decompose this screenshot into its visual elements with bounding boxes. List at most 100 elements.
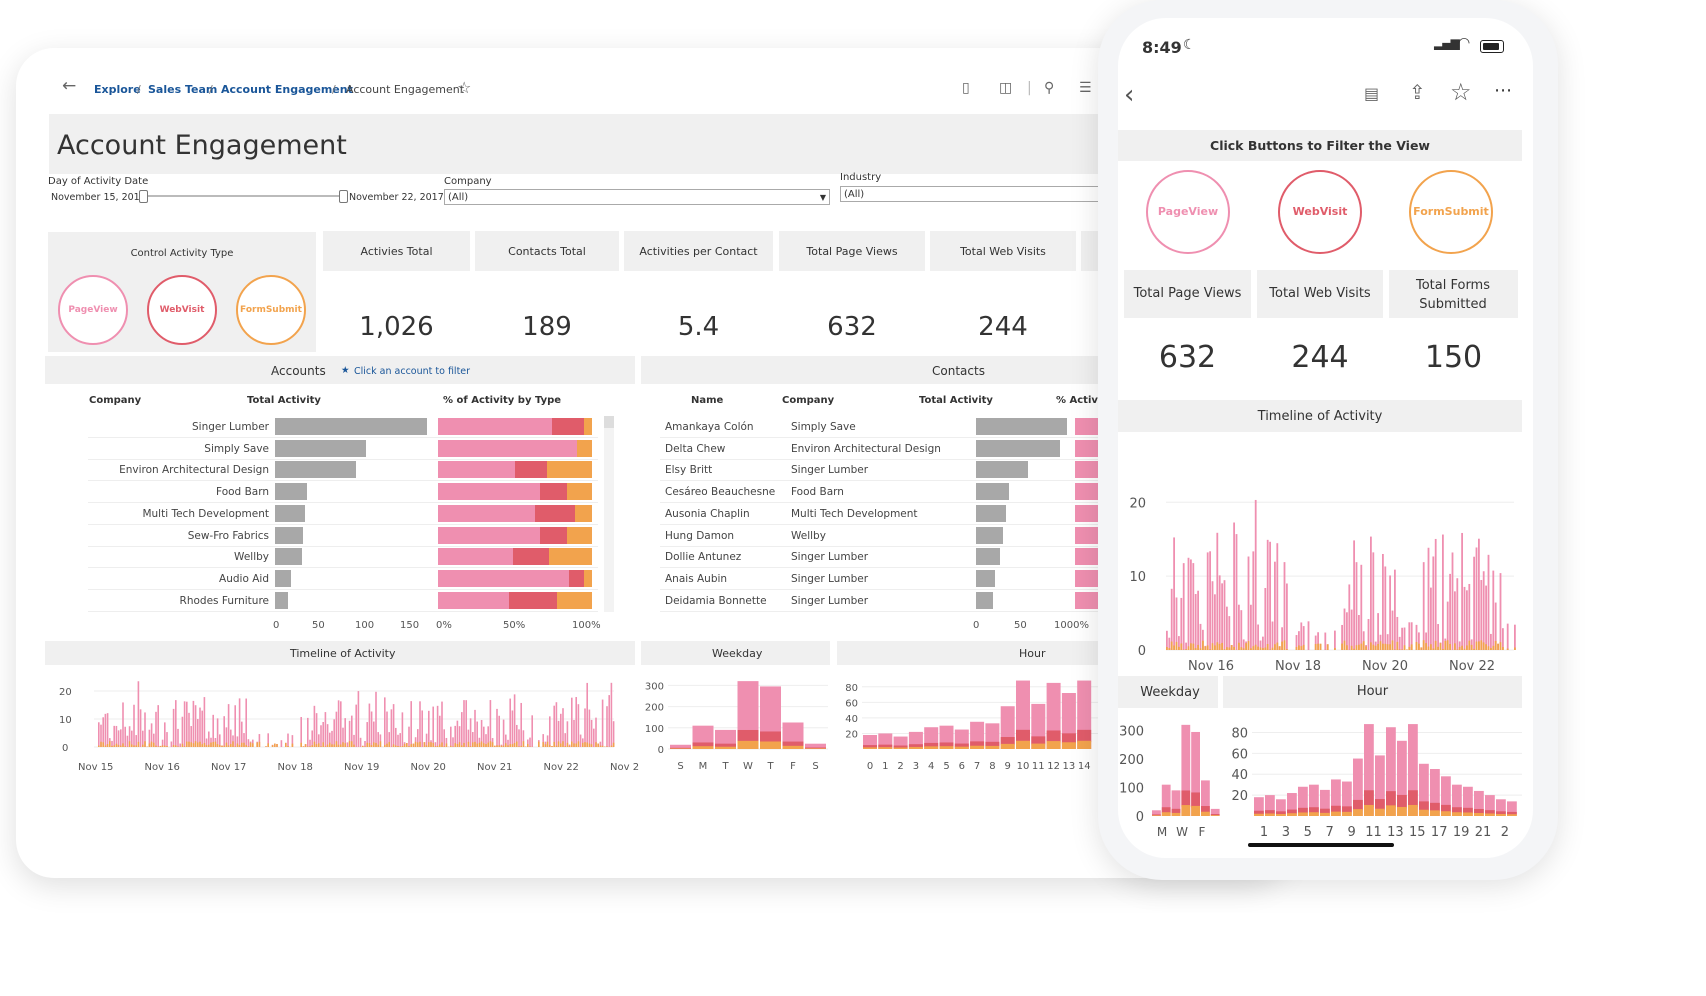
- chart-view-icon[interactable]: ▤: [1364, 84, 1380, 103]
- timeline-bar: [386, 743, 388, 747]
- timeline-bar: [274, 743, 276, 747]
- timeline-bar: [199, 741, 201, 747]
- formsubmit-filter-button[interactable]: FormSubmit: [1409, 170, 1493, 254]
- back-arrow-icon[interactable]: ←: [62, 76, 77, 96]
- x-tick-label: 21: [1475, 825, 1492, 840]
- back-chevron-icon[interactable]: ‹: [1124, 80, 1135, 110]
- timeline-bar: [531, 715, 533, 747]
- breadcrumb-explore[interactable]: Explore: [94, 83, 141, 96]
- accounts-scrollbar[interactable]: [604, 416, 614, 612]
- timeline-bar: [584, 742, 586, 747]
- breadcrumb-account-engagement[interactable]: Account Engagement: [221, 83, 353, 96]
- table-row[interactable]: [660, 525, 1194, 547]
- timeline-bar: [1355, 645, 1358, 650]
- timeline-bar: [1197, 644, 1199, 650]
- table-row[interactable]: [88, 503, 598, 525]
- timeline-bar: [313, 741, 316, 747]
- timeline-bar: [502, 719, 505, 747]
- table-row[interactable]: [660, 503, 1194, 525]
- table-row[interactable]: [88, 546, 598, 569]
- webvisit-segment: [535, 504, 576, 522]
- industry-select-value: (All): [844, 189, 865, 200]
- bar: [1353, 799, 1363, 811]
- timeline-bar: [320, 746, 322, 747]
- timeline-bar: [507, 739, 509, 747]
- kpi-label: Total Page Views: [806, 245, 898, 258]
- kpi-label: Activies Total: [360, 245, 433, 258]
- kpi-value: 632: [827, 312, 877, 342]
- x-tick-label: S: [677, 761, 683, 772]
- table-row[interactable]: [660, 481, 1194, 504]
- timeline-bar: [586, 742, 588, 747]
- timeline-bar: [166, 746, 168, 747]
- timeline-bar: [1377, 613, 1379, 650]
- timeline-bar: [210, 737, 212, 747]
- search-icon[interactable]: ⚲: [1044, 80, 1055, 96]
- click-account-hint[interactable]: Click an account to filter: [354, 366, 471, 377]
- timeline-bar: [188, 741, 190, 747]
- x-tick-label: 11: [1032, 761, 1045, 772]
- star-icon[interactable]: ☆: [457, 78, 472, 97]
- table-row[interactable]: [88, 590, 598, 612]
- timeline-bar: [469, 746, 472, 747]
- company-select[interactable]: (All) ▼: [444, 189, 830, 205]
- webvisit-filter-button[interactable]: WebVisit: [147, 275, 217, 345]
- pageview-filter-button[interactable]: PageView: [58, 275, 128, 345]
- table-row[interactable]: [660, 438, 1194, 460]
- timeline-bar: [1252, 551, 1255, 650]
- breadcrumb-sales-team[interactable]: Sales Team: [148, 83, 218, 96]
- webvisit-filter-button[interactable]: WebVisit: [1278, 170, 1362, 254]
- contact-name: Amankaya Colón: [665, 421, 754, 433]
- timeline-bar: [1334, 630, 1336, 650]
- table-row[interactable]: [88, 438, 598, 460]
- formsubmit-filter-button[interactable]: FormSubmit: [236, 275, 306, 345]
- date-slider-track[interactable]: [144, 195, 344, 197]
- table-row[interactable]: [660, 416, 1194, 438]
- date-slider-end-handle[interactable]: [339, 190, 348, 203]
- pageview-filter-button[interactable]: PageView: [1146, 170, 1230, 254]
- timeline-bar: [1175, 641, 1178, 650]
- timeline-bar: [1420, 647, 1423, 650]
- scrollbar-thumb[interactable]: [604, 416, 614, 428]
- table-row[interactable]: [88, 568, 598, 590]
- timeline-bar: [1386, 634, 1389, 650]
- star-icon[interactable]: ☆: [1450, 78, 1472, 106]
- notes-icon[interactable]: ☰: [1079, 80, 1092, 96]
- bar: [1386, 727, 1396, 816]
- timeline-bar: [203, 742, 206, 747]
- timeline-bar: [1514, 647, 1516, 650]
- more-icon[interactable]: ⋯: [1494, 80, 1512, 101]
- timeline-bar: [225, 727, 228, 747]
- y-tick-label: 10: [59, 715, 72, 726]
- timeline-bar: [333, 719, 335, 747]
- timeline-bar: [148, 729, 151, 747]
- timeline-bar: [1182, 563, 1185, 650]
- timeline-bar: [241, 721, 243, 747]
- date-slider-start-handle[interactable]: [139, 190, 148, 203]
- data-source-icon[interactable]: ◫: [999, 80, 1013, 96]
- table-row[interactable]: [660, 568, 1194, 590]
- timeline-bar: [238, 745, 241, 747]
- table-row[interactable]: [660, 546, 1194, 569]
- timeline-bar: [1374, 645, 1377, 650]
- bar: [1474, 808, 1484, 814]
- table-row[interactable]: [88, 416, 598, 438]
- timeline-bar: [527, 743, 529, 747]
- timeline-bar: [573, 743, 575, 747]
- share-icon[interactable]: ⇪: [1409, 80, 1426, 104]
- date-end: November 22, 2017: [349, 192, 444, 203]
- table-row[interactable]: [88, 481, 598, 504]
- device-icon[interactable]: ▯: [962, 80, 970, 96]
- timeline-bar: [1490, 633, 1492, 650]
- table-row[interactable]: [88, 525, 598, 547]
- table-row[interactable]: [660, 459, 1194, 482]
- timeline-bar: [1406, 649, 1408, 650]
- total-activity-bar: [976, 569, 995, 587]
- bar: [1353, 809, 1363, 816]
- table-row[interactable]: [88, 459, 598, 482]
- bar: [939, 746, 954, 749]
- timeline-bar: [1449, 644, 1451, 650]
- table-row[interactable]: [660, 590, 1194, 612]
- x-tick-label: 2: [1501, 825, 1509, 840]
- timeline-bar: [106, 713, 109, 747]
